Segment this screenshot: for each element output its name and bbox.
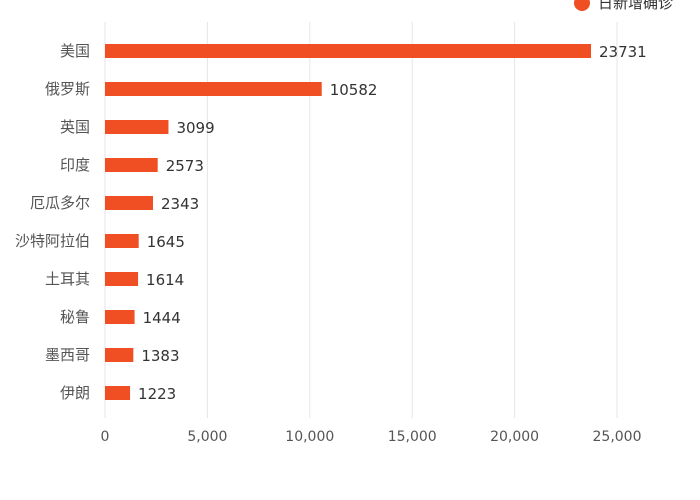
y-tick-label: 沙特阿拉伯 [15, 232, 90, 250]
data-label: 23731 [599, 43, 647, 61]
bar [105, 196, 153, 210]
data-label: 1383 [141, 347, 179, 365]
legend: 日新增确诊 [574, 0, 673, 13]
bar [105, 386, 131, 400]
legend-label: 日新增确诊 [598, 0, 674, 12]
bar [105, 272, 139, 286]
bar [105, 158, 158, 172]
x-tick-label: 5,000 [187, 429, 227, 445]
data-label: 2573 [166, 157, 204, 175]
bar [105, 120, 169, 134]
y-tick-label: 美国 [60, 42, 90, 60]
bar [105, 234, 139, 248]
bar [105, 348, 134, 362]
data-label: 1645 [147, 233, 185, 251]
legend-swatch [574, 0, 590, 11]
data-label: 3099 [176, 119, 214, 137]
y-tick-label: 伊朗 [60, 384, 90, 402]
x-tick-label: 15,000 [388, 429, 437, 445]
x-tick-label: 0 [101, 429, 110, 445]
y-tick-label: 厄瓜多尔 [30, 194, 90, 212]
data-label: 1614 [146, 271, 184, 289]
data-label: 10582 [330, 81, 378, 99]
y-tick-label: 秘鲁 [60, 308, 90, 326]
y-tick-label: 印度 [60, 156, 90, 174]
y-tick-label: 墨西哥 [45, 346, 90, 364]
bar [105, 44, 592, 58]
data-label: 2343 [161, 195, 199, 213]
x-tick-label: 10,000 [285, 429, 334, 445]
data-label: 1444 [143, 309, 181, 327]
y-tick-label: 英国 [60, 118, 90, 136]
y-tick-label: 俄罗斯 [45, 80, 90, 98]
bar [105, 82, 322, 96]
data-label: 1223 [138, 385, 176, 403]
x-tick-label: 20,000 [490, 429, 539, 445]
y-tick-label: 土耳其 [45, 270, 90, 288]
x-tick-label: 25,000 [593, 429, 642, 445]
bar [105, 310, 135, 324]
